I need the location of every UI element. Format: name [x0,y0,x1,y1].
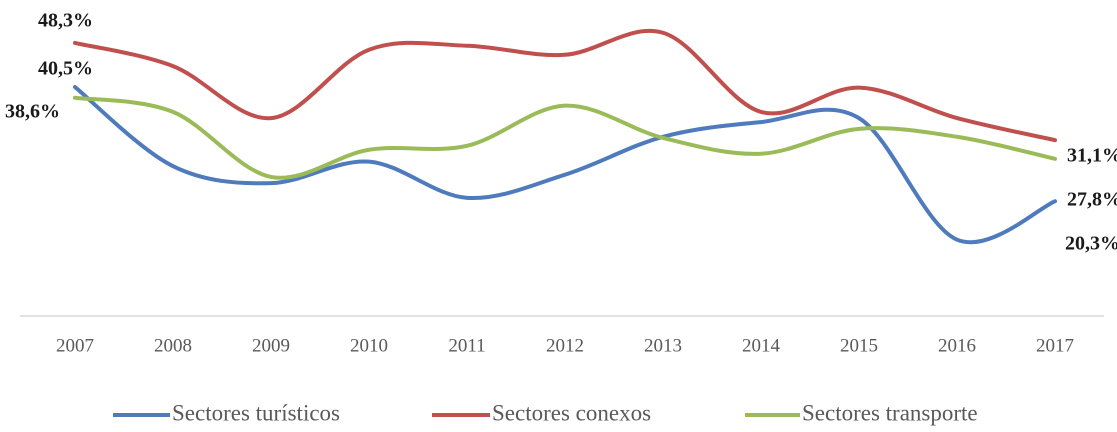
value-label: 20,3% [1065,233,1117,255]
x-tick-label: 2008 [154,335,192,356]
value-label: 40,5% [38,58,93,80]
x-tick-label: 2012 [546,335,584,356]
line-series [73,29,1057,143]
x-tick-label: 2013 [644,335,682,356]
value-label: 48,3% [38,10,93,32]
x-tick-label: 2016 [938,335,976,356]
x-tick-label: 2009 [252,335,290,356]
line-series [73,95,1057,180]
legend-label: Sectores transporte [802,400,978,425]
x-tick-label: 2015 [840,335,878,356]
line-series [73,85,1057,245]
legend-label: Sectores turísticos [172,400,340,425]
value-label: 31,1% [1067,145,1117,167]
value-label: 38,6% [5,101,60,123]
value-label: 27,8% [1067,189,1117,211]
x-tick-label: 2017 [1036,335,1074,356]
x-tick-label: 2014 [742,335,781,356]
x-tick-label: 2010 [350,335,388,356]
x-tick-label: 2007 [56,335,94,356]
legend-label: Sectores conexos [492,400,651,425]
x-tick-label: 2011 [448,335,485,356]
